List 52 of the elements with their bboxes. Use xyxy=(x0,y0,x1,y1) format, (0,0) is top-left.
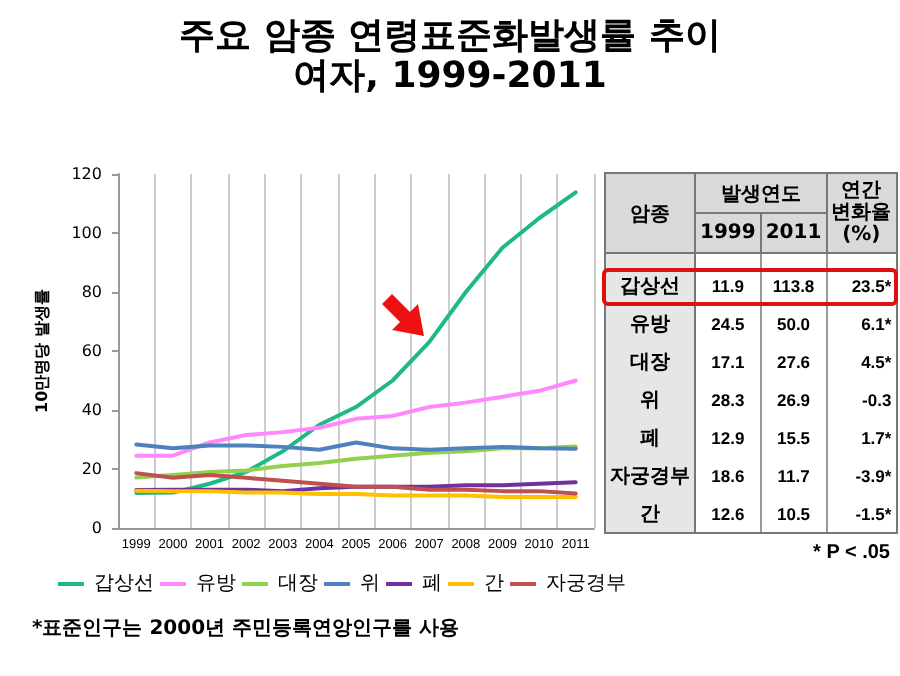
text: 연간 변화율 (%) xyxy=(826,173,897,253)
data-label: 17.1 xyxy=(695,342,761,380)
text: * P < .05 xyxy=(813,542,890,564)
data-label: 1.7* xyxy=(826,418,897,456)
legend-label: 갑상선 xyxy=(94,573,154,595)
data-label: 18.6 xyxy=(695,456,761,494)
data-label: 4.5* xyxy=(826,342,897,380)
legend-label: 자궁경부 xyxy=(546,573,626,595)
y-axis-title: 10만명당 발생률 xyxy=(32,289,51,413)
legend-title: 발생연도 xyxy=(695,173,827,213)
data-label: -3.9* xyxy=(826,456,897,494)
data-label: 26.9 xyxy=(760,380,827,418)
text: 1999 xyxy=(695,213,761,253)
y-tick-label: 20 xyxy=(81,460,102,478)
data-label: 15.5 xyxy=(760,418,827,456)
data-label: 50.0 xyxy=(760,304,827,342)
category-label: 위 xyxy=(605,380,695,418)
legend-label: 유방 xyxy=(196,573,236,595)
text: 암종 xyxy=(605,173,695,253)
category-label: 폐 xyxy=(605,418,695,456)
y-tick-label: 40 xyxy=(81,401,102,419)
legend-label: 대장 xyxy=(278,573,318,595)
data-label: 28.3 xyxy=(695,380,761,418)
data-label: 27.6 xyxy=(760,342,827,380)
y-tick-label: 60 xyxy=(81,342,102,360)
category-label: 자궁경부 xyxy=(605,456,695,494)
legend-label: 2011 xyxy=(760,213,827,253)
legend-label: 간 xyxy=(484,573,504,595)
category-label: 갑상선 xyxy=(605,266,695,304)
legend-label: 위 xyxy=(360,573,380,595)
data-label: 23.5* xyxy=(826,266,897,304)
data-label: 24.5 xyxy=(695,304,761,342)
y-tick-label: 120 xyxy=(71,165,102,183)
y-tick-label: 0 xyxy=(91,519,102,537)
data-label: 113.8 xyxy=(760,266,827,304)
data-label: -0.3 xyxy=(826,380,897,418)
y-tick-label: 80 xyxy=(81,283,102,301)
legend-label: 폐 xyxy=(422,573,442,595)
chart-subtitle: 여자, 1999-2011 xyxy=(293,55,607,97)
data-label: -1.5* xyxy=(826,494,897,533)
text: *표준인구는 2000년 주민등록연앙인구를 사용 xyxy=(32,616,460,642)
category-label: 간 xyxy=(605,494,695,533)
category-label: 대장 xyxy=(605,342,695,380)
data-label: 6.1* xyxy=(826,304,897,342)
data-label: 10.5 xyxy=(760,494,827,533)
data-label: 12.6 xyxy=(695,494,761,533)
y-tick-label: 100 xyxy=(71,224,102,242)
data-label: 11.9 xyxy=(695,266,761,304)
chart-title: 주요 암종 연령표준화발생률 추이 xyxy=(179,15,721,57)
category-label: 유방 xyxy=(605,304,695,342)
data-label: 12.9 xyxy=(695,418,761,456)
data-label: 11.7 xyxy=(760,456,827,494)
